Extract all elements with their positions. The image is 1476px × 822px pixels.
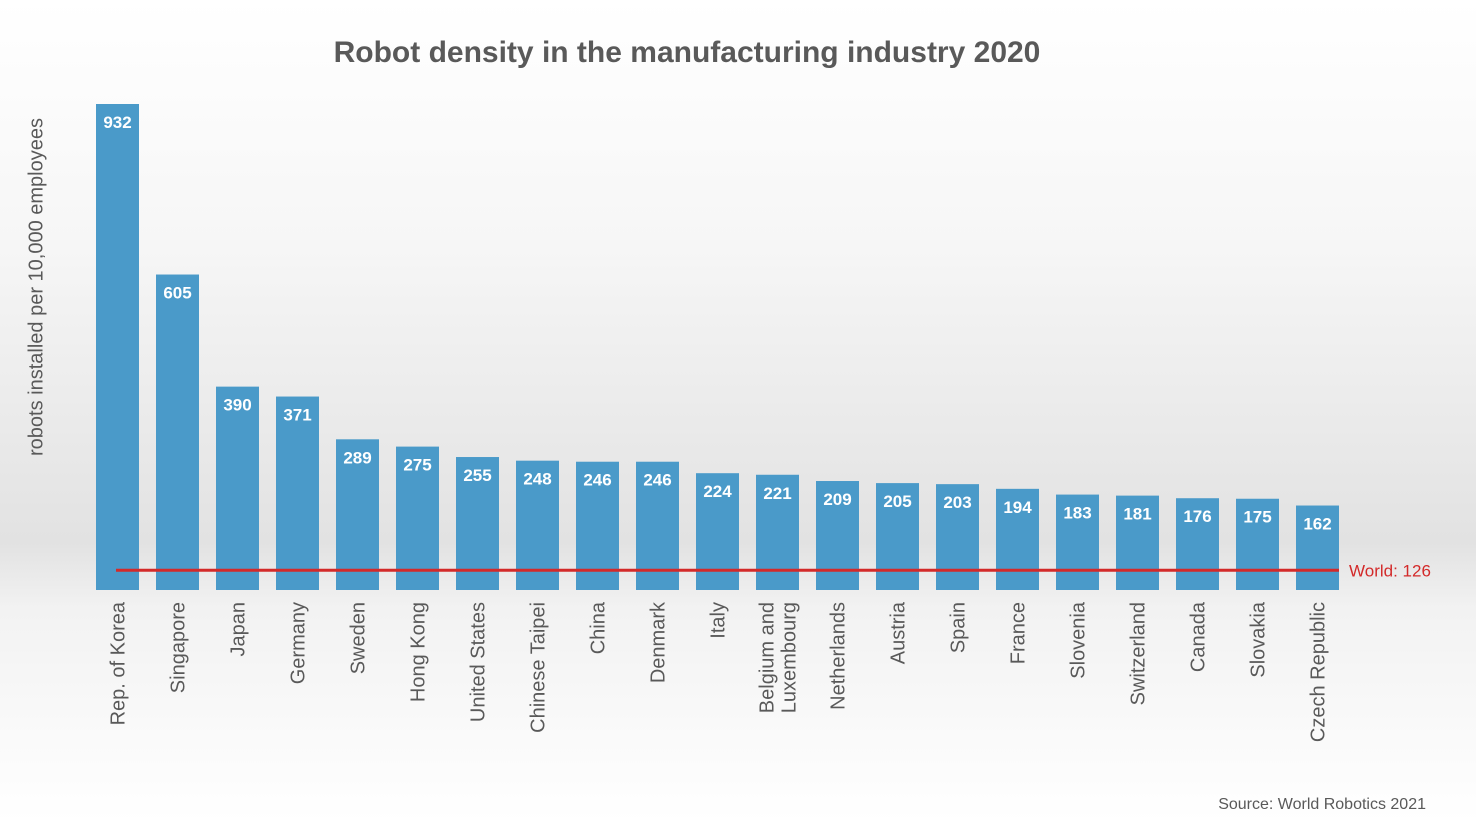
category-label: Singapore — [168, 602, 190, 693]
bar — [456, 457, 499, 590]
category-label: Slovenia — [1068, 601, 1090, 679]
bar-value-label: 246 — [643, 471, 671, 490]
category-label: Canada — [1188, 601, 1210, 672]
bar-value-label: 289 — [343, 448, 371, 467]
category-labels-layer: Rep. of Korea Singapore Japan Germany Sweden… — [108, 601, 1330, 742]
bar-value-label: 175 — [1243, 508, 1271, 527]
bar-value-label: 209 — [823, 490, 851, 509]
bar-value-label: 224 — [703, 482, 732, 501]
bar-value-label: 932 — [103, 113, 131, 132]
bar — [156, 274, 199, 590]
chart-title: Robot density in the manufacturing indus… — [333, 36, 1041, 69]
bar — [936, 484, 979, 590]
bar-value-label: 221 — [763, 484, 791, 503]
bar-value-label: 390 — [223, 396, 251, 415]
value-labels-layer: 932 605 390 371 289 275 255 248 246 246 224 221 209 2… — [103, 113, 1331, 534]
bar-value-label: 248 — [523, 470, 551, 489]
bar-value-label: 176 — [1183, 507, 1211, 526]
category-label: Netherlands — [828, 602, 850, 710]
bar-value-label: 371 — [283, 406, 311, 425]
category-label: Hong Kong — [408, 602, 430, 702]
category-label: Germany — [288, 602, 310, 684]
bar-value-label: 605 — [163, 284, 191, 303]
bar — [216, 386, 259, 590]
bar-value-label: 203 — [943, 493, 971, 512]
category-label: Austria — [888, 601, 910, 664]
category-label: Slovakia — [1248, 601, 1270, 677]
bar — [336, 439, 379, 590]
bar — [636, 461, 679, 590]
category-label: Czech Republic — [1308, 602, 1330, 742]
world-reference-label: World: 126 — [1349, 561, 1431, 580]
source-note: Source: World Robotics 2021 — [1218, 796, 1426, 813]
bar-value-label: 246 — [583, 471, 611, 490]
category-label: Japan — [228, 602, 250, 657]
bar-value-label: 183 — [1063, 504, 1091, 523]
category-label: Belgium andLuxembourg — [757, 602, 801, 713]
bar — [1236, 498, 1279, 590]
reference-line-layer: World: 126 — [116, 561, 1431, 580]
bar — [1176, 498, 1219, 590]
bar — [96, 104, 139, 590]
category-label: Denmark — [648, 601, 670, 683]
bar-value-label: 275 — [403, 456, 431, 475]
category-label: Switzerland — [1128, 602, 1150, 705]
bar-value-label: 181 — [1123, 505, 1151, 524]
category-label: Sweden — [348, 602, 370, 674]
category-label: Italy — [708, 602, 730, 639]
category-label: Spain — [948, 602, 970, 653]
category-label: United States — [468, 602, 490, 722]
bar — [816, 481, 859, 590]
bar — [396, 446, 439, 590]
category-label: Chinese Taipei — [528, 602, 550, 733]
category-label: China — [588, 601, 610, 654]
bar — [516, 460, 559, 590]
bar — [1116, 495, 1159, 590]
bar — [996, 488, 1039, 590]
category-label: Rep. of Korea — [108, 601, 130, 725]
bar — [1056, 494, 1099, 590]
bar — [276, 396, 319, 590]
bar-value-label: 205 — [883, 492, 911, 511]
category-label: France — [1008, 602, 1030, 664]
bar-value-label: 194 — [1003, 498, 1032, 517]
bar-value-label: 162 — [1303, 515, 1331, 534]
bar-value-label: 255 — [463, 466, 491, 485]
bar — [576, 461, 619, 590]
bars-layer — [96, 104, 1339, 590]
bar — [876, 483, 919, 590]
bar — [1296, 505, 1339, 590]
